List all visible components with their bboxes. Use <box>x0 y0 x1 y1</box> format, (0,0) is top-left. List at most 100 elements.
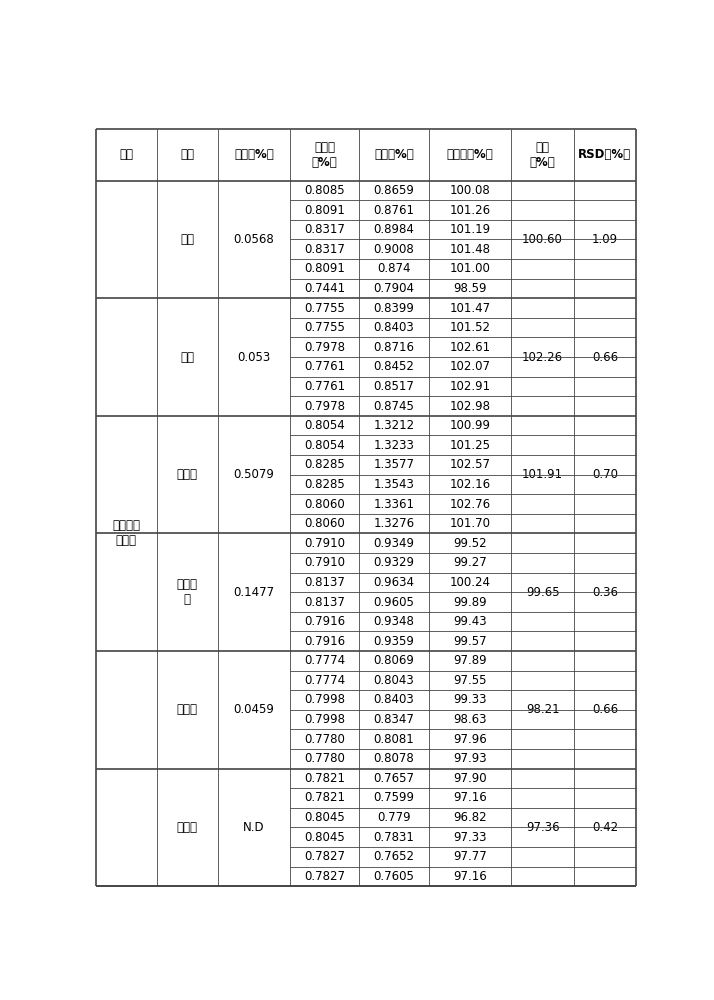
Text: 97.36: 97.36 <box>526 821 559 834</box>
Text: 0.9359: 0.9359 <box>373 635 414 648</box>
Text: 1.3543: 1.3543 <box>373 478 414 491</box>
Text: 0.8045: 0.8045 <box>304 811 345 824</box>
Text: 100.08: 100.08 <box>450 184 491 197</box>
Text: 102.26: 102.26 <box>522 351 563 364</box>
Text: 0.8659: 0.8659 <box>373 184 414 197</box>
Text: 1.3212: 1.3212 <box>373 419 415 432</box>
Text: 97.96: 97.96 <box>453 733 487 746</box>
Text: 0.5079: 0.5079 <box>233 468 274 481</box>
Text: 102.98: 102.98 <box>450 400 491 413</box>
Text: 0.8285: 0.8285 <box>304 478 345 491</box>
Text: 0.7916: 0.7916 <box>304 615 346 628</box>
Text: 97.16: 97.16 <box>453 870 487 883</box>
Text: 0.8761: 0.8761 <box>373 204 414 217</box>
Text: 椰油酰甸
氨酸钔: 椰油酰甸 氨酸钔 <box>112 519 141 547</box>
Text: 0.8403: 0.8403 <box>373 693 414 706</box>
Text: 0.66: 0.66 <box>592 351 618 364</box>
Text: 笵酸: 笵酸 <box>180 351 194 364</box>
Text: 0.9008: 0.9008 <box>373 243 414 256</box>
Text: 0.8452: 0.8452 <box>373 360 414 373</box>
Text: 1.3361: 1.3361 <box>373 498 414 511</box>
Text: 101.00: 101.00 <box>450 262 491 275</box>
Text: 0.7774: 0.7774 <box>304 654 346 667</box>
Text: 102.16: 102.16 <box>449 478 491 491</box>
Text: 97.93: 97.93 <box>453 752 487 765</box>
Text: 0.8091: 0.8091 <box>304 204 345 217</box>
Text: 101.48: 101.48 <box>450 243 491 256</box>
Text: 0.8078: 0.8078 <box>373 752 414 765</box>
Text: 0.7755: 0.7755 <box>304 321 345 334</box>
Text: 102.61: 102.61 <box>449 341 491 354</box>
Text: 0.7599: 0.7599 <box>373 791 414 804</box>
Text: 97.16: 97.16 <box>453 791 487 804</box>
Text: 加标量
（%）: 加标量 （%） <box>312 141 338 169</box>
Text: 1.09: 1.09 <box>592 233 618 246</box>
Text: 99.65: 99.65 <box>526 586 559 599</box>
Text: 0.779: 0.779 <box>377 811 411 824</box>
Text: 98.59: 98.59 <box>453 282 487 295</box>
Text: 100.60: 100.60 <box>522 233 563 246</box>
Text: 102.76: 102.76 <box>449 498 491 511</box>
Text: 肉豆蔻
酸: 肉豆蔻 酸 <box>176 578 198 606</box>
Text: 0.8403: 0.8403 <box>373 321 414 334</box>
Text: 0.8137: 0.8137 <box>304 596 345 609</box>
Text: 0.0459: 0.0459 <box>233 703 274 716</box>
Text: 0.7910: 0.7910 <box>304 537 346 550</box>
Text: 97.55: 97.55 <box>453 674 487 687</box>
Text: 97.89: 97.89 <box>453 654 487 667</box>
Text: 0.7904: 0.7904 <box>373 282 414 295</box>
Text: 0.8069: 0.8069 <box>373 654 414 667</box>
Text: 辛酸: 辛酸 <box>180 233 194 246</box>
Text: 100.24: 100.24 <box>450 576 491 589</box>
Text: 0.7827: 0.7827 <box>304 870 346 883</box>
Text: 0.7998: 0.7998 <box>304 713 346 726</box>
Text: 0.7998: 0.7998 <box>304 693 346 706</box>
Text: 0.8285: 0.8285 <box>304 458 345 471</box>
Text: 101.70: 101.70 <box>450 517 491 530</box>
Text: 本底（%）: 本底（%） <box>234 148 273 161</box>
Text: 1.3577: 1.3577 <box>373 458 414 471</box>
Text: 0.8060: 0.8060 <box>304 517 345 530</box>
Text: 0.7780: 0.7780 <box>304 752 345 765</box>
Text: 0.9605: 0.9605 <box>373 596 414 609</box>
Text: 0.7755: 0.7755 <box>304 302 345 315</box>
Text: 0.7441: 0.7441 <box>304 282 346 295</box>
Text: 批次: 批次 <box>119 148 134 161</box>
Text: 101.91: 101.91 <box>522 468 563 481</box>
Text: 0.7657: 0.7657 <box>373 772 414 785</box>
Text: 0.7827: 0.7827 <box>304 850 346 863</box>
Text: RSD（%）: RSD（%） <box>578 148 631 161</box>
Text: 0.9348: 0.9348 <box>373 615 414 628</box>
Text: 0.36: 0.36 <box>592 586 618 599</box>
Text: 0.7761: 0.7761 <box>304 380 346 393</box>
Text: 0.8060: 0.8060 <box>304 498 345 511</box>
Text: 102.57: 102.57 <box>450 458 491 471</box>
Text: 0.8085: 0.8085 <box>304 184 345 197</box>
Text: 0.9349: 0.9349 <box>373 537 414 550</box>
Text: 99.89: 99.89 <box>453 596 487 609</box>
Text: 97.90: 97.90 <box>453 772 487 785</box>
Text: 0.874: 0.874 <box>377 262 411 275</box>
Text: 101.26: 101.26 <box>449 204 491 217</box>
Text: 0.8716: 0.8716 <box>373 341 414 354</box>
Text: 0.7652: 0.7652 <box>373 850 414 863</box>
Text: 0.8054: 0.8054 <box>304 419 345 432</box>
Text: N.D: N.D <box>243 821 265 834</box>
Text: 0.8317: 0.8317 <box>304 223 345 236</box>
Text: 97.33: 97.33 <box>453 831 487 844</box>
Text: 软脂酸: 软脂酸 <box>176 703 198 716</box>
Text: 0.9329: 0.9329 <box>373 556 414 569</box>
Text: 1.3233: 1.3233 <box>373 439 414 452</box>
Text: 月桂酸: 月桂酸 <box>176 468 198 481</box>
Text: 结果（%）: 结果（%） <box>374 148 414 161</box>
Text: 100.99: 100.99 <box>450 419 491 432</box>
Text: 平均
（%）: 平均 （%） <box>530 141 555 169</box>
Text: 0.9634: 0.9634 <box>373 576 414 589</box>
Text: 102.07: 102.07 <box>450 360 491 373</box>
Text: 0.8054: 0.8054 <box>304 439 345 452</box>
Text: 0.7831: 0.7831 <box>373 831 414 844</box>
Text: 0.8091: 0.8091 <box>304 262 345 275</box>
Text: 0.8045: 0.8045 <box>304 831 345 844</box>
Text: 0.7916: 0.7916 <box>304 635 346 648</box>
Text: 0.7605: 0.7605 <box>373 870 414 883</box>
